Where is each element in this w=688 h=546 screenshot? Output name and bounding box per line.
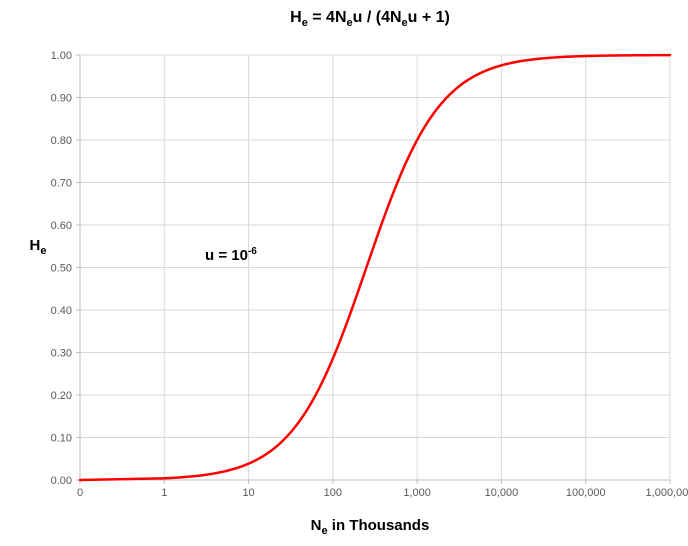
y-tick-label: 0.60 [51,220,72,232]
chart-svg: 0.00 0.10 0.20 0.30 0.40 0.50 0.60 0.70 0.80 0.90… [0,0,688,546]
x-tick-label: 100 [324,487,342,499]
x-tick-label: 0 [77,487,83,499]
x-tick-label: 10,000 [485,487,519,499]
y-tick-label: 0.10 [51,433,72,445]
x-tick-label: 1,000,000 [646,487,688,499]
y-tick-label: 0.40 [51,305,72,317]
y-tick-label: 0.80 [51,135,72,147]
y-tick-label: 1.00 [51,50,72,62]
y-tick-label: 0.20 [51,390,72,402]
x-tick-label: 100,000 [566,487,606,499]
x-tick-label: 10 [242,487,254,499]
y-tick-label: 0.00 [51,475,72,487]
x-tick-label: 1,000 [403,487,431,499]
y-tick-label: 0.90 [51,93,72,105]
y-tick-label: 0.70 [51,178,72,190]
heterozygosity-chart: 0.00 0.10 0.20 0.30 0.40 0.50 0.60 0.70 0.80 0.90… [0,0,688,546]
y-tick-label: 0.30 [51,348,72,360]
x-tick-label: 1 [161,487,167,499]
y-tick-label: 0.50 [51,263,72,275]
